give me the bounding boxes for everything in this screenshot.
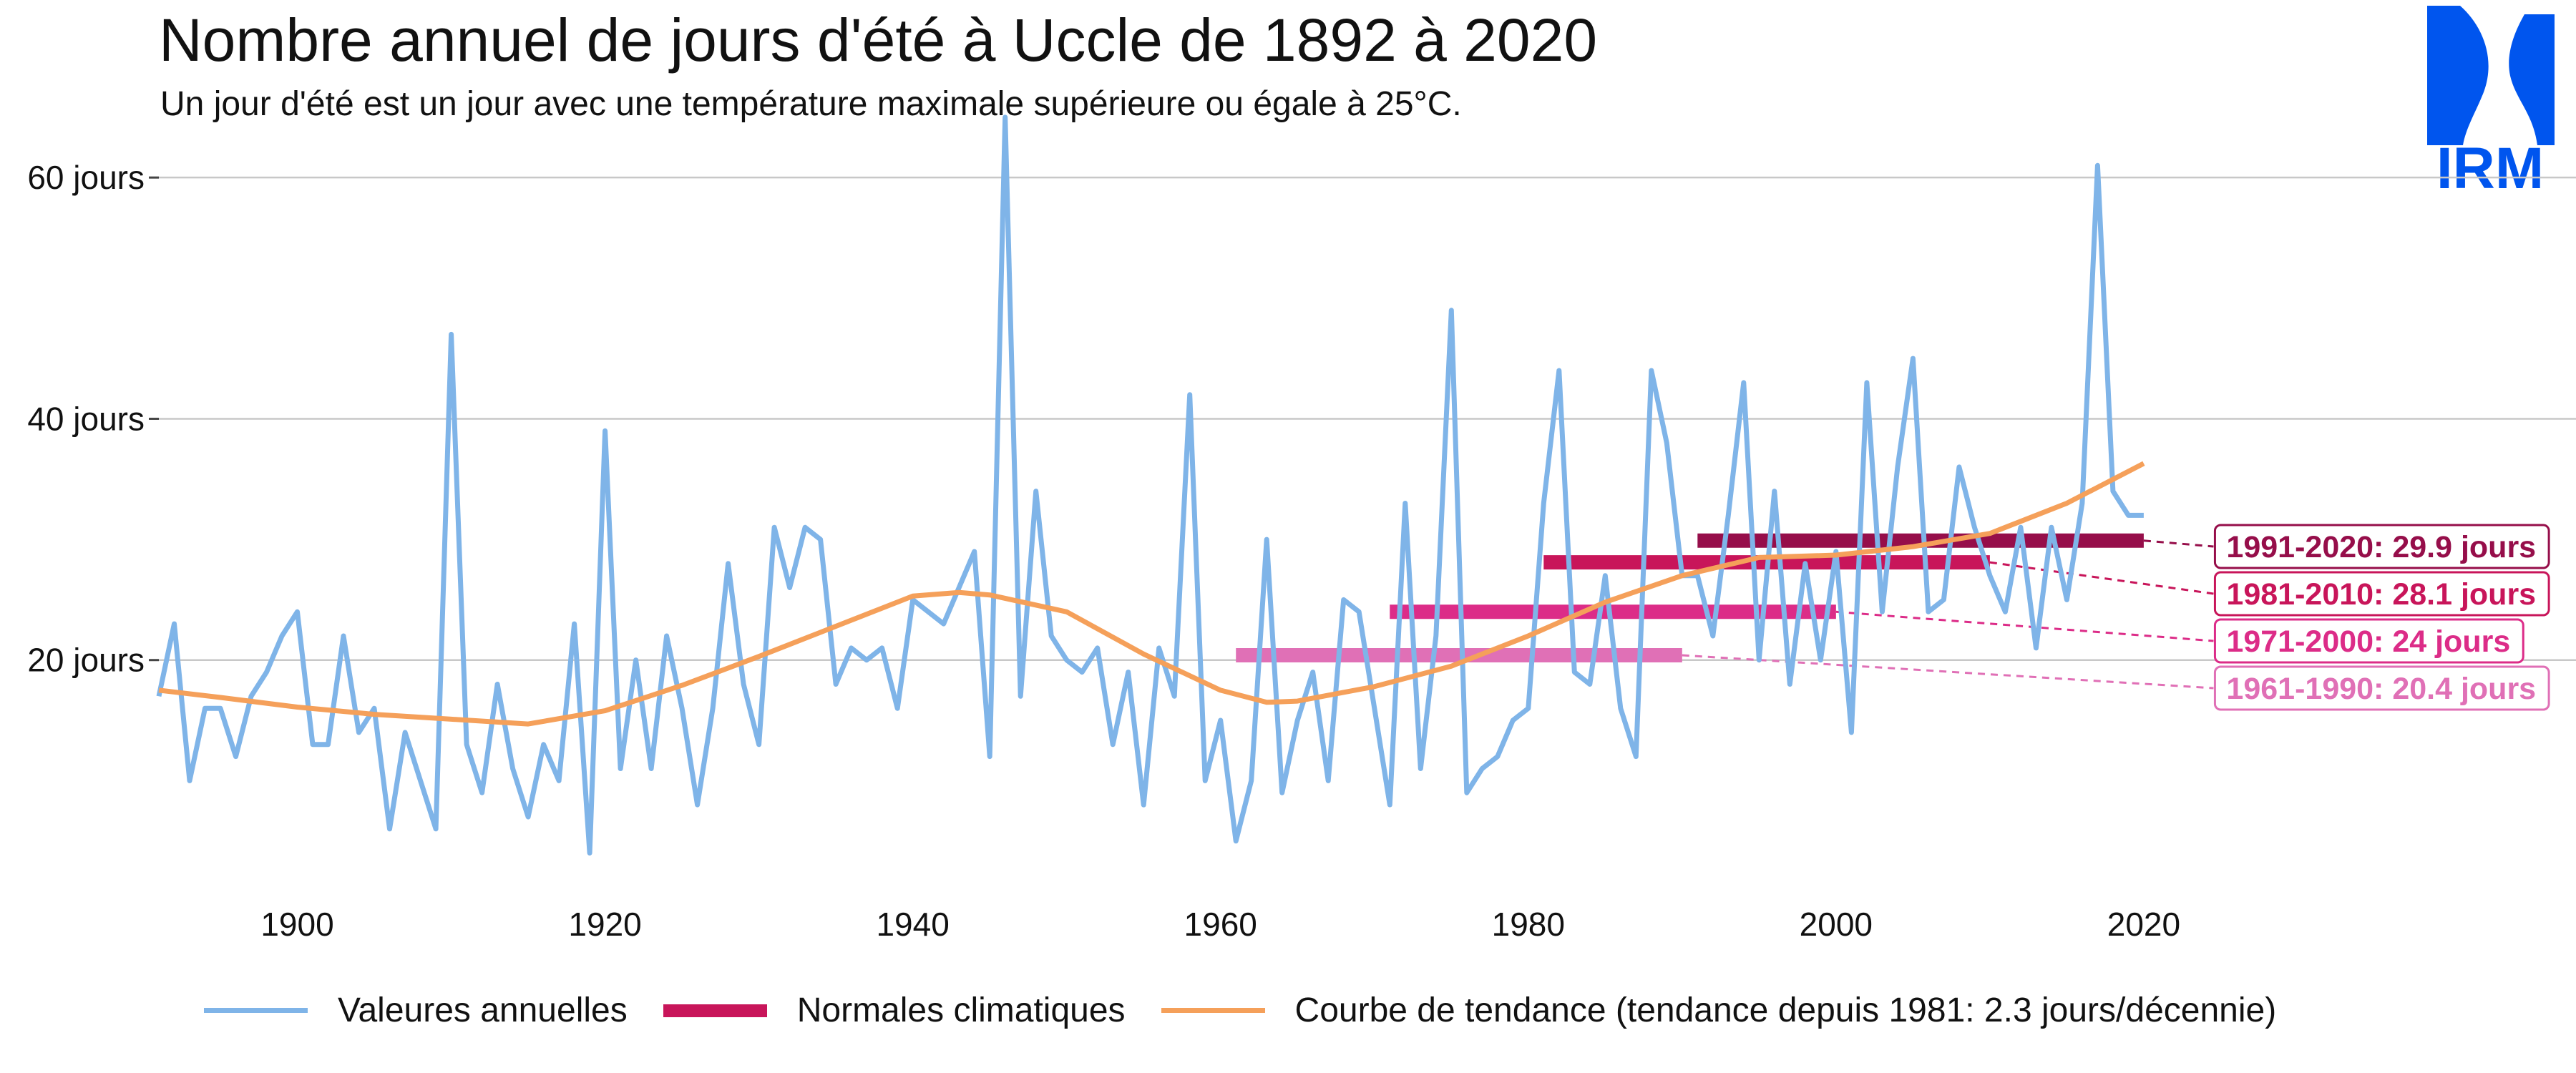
xtick-label: 1980: [1492, 906, 1565, 943]
xtick-label: 1940: [876, 906, 949, 943]
y-axis: 20 jours 40 jours 60 jours: [27, 159, 159, 679]
logo-text: IRM: [2436, 136, 2544, 192]
chart-plot: 20 jours 40 jours 60 jours 1900 1920 1940 196…: [27, 114, 2576, 943]
legend-swatch-normals: [663, 1004, 767, 1017]
x-axis: 1900 1920 1940 1960 1980 2000 2020: [260, 906, 2180, 943]
legend-label-annual: Valeures annuelles: [338, 991, 628, 1029]
legend: Valeures annuelles Normales climatiques …: [204, 991, 2312, 1030]
logo-wave-right: [2509, 14, 2555, 145]
legend-item-annual: Valeures annuelles: [204, 991, 628, 1030]
legend-swatch-trend: [1161, 1008, 1265, 1013]
xtick-label: 1900: [260, 906, 333, 943]
grid-lines: [159, 176, 2576, 661]
normal-label: 1971-2000: 24 jours: [2226, 624, 2510, 659]
normal-leader-1991-2020: [2143, 539, 2214, 548]
legend-item-normals: Normales climatiques: [663, 991, 1126, 1030]
legend-item-trend: Courbe de tendance (tendance depuis 1981…: [1161, 991, 2277, 1030]
normal-label-box: [2213, 618, 2524, 664]
normal-label: 1981-2010: 28.1 jours: [2226, 577, 2536, 612]
xtick-label: 1920: [568, 906, 641, 943]
normal-labels: 1991-2020: 29.9 jours 1981-2010: 28.1 jou…: [2213, 524, 2550, 711]
normal-label: 1961-1990: 20.4 jours: [2226, 672, 2536, 706]
ytick-label: 40 jours: [27, 400, 145, 437]
chart-title: Nombre annuel de jours d'été à Uccle de …: [159, 6, 1598, 74]
normal-label-box: [2213, 665, 2550, 711]
trend-curve-line: [158, 461, 2145, 727]
ytick-label: 60 jours: [27, 159, 145, 196]
irm-logo-icon: IRM: [2427, 6, 2555, 192]
legend-label-trend: Courbe de tendance (tendance depuis 1981…: [1294, 991, 2277, 1029]
legend-label-normals: Normales climatiques: [796, 991, 1126, 1029]
normal-leader-1961-1990: [1682, 654, 2214, 690]
normal-leader-1971-2000: [1835, 610, 2214, 642]
xtick-label: 2020: [2107, 906, 2180, 943]
normal-label: 1991-2020: 29.9 jours: [2226, 530, 2536, 564]
xtick-label: 2000: [1800, 906, 1873, 943]
ytick-label: 20 jours: [27, 642, 145, 679]
chart-subtitle: Un jour d'été est un jour avec une tempé…: [160, 85, 1462, 123]
logo-wave-left: [2427, 6, 2489, 145]
normal-label-box: [2213, 524, 2550, 569]
normal-label-box: [2213, 571, 2550, 617]
legend-swatch-annual: [204, 1008, 308, 1013]
xtick-label: 1960: [1184, 906, 1257, 943]
annual-values-line: [156, 114, 2144, 856]
